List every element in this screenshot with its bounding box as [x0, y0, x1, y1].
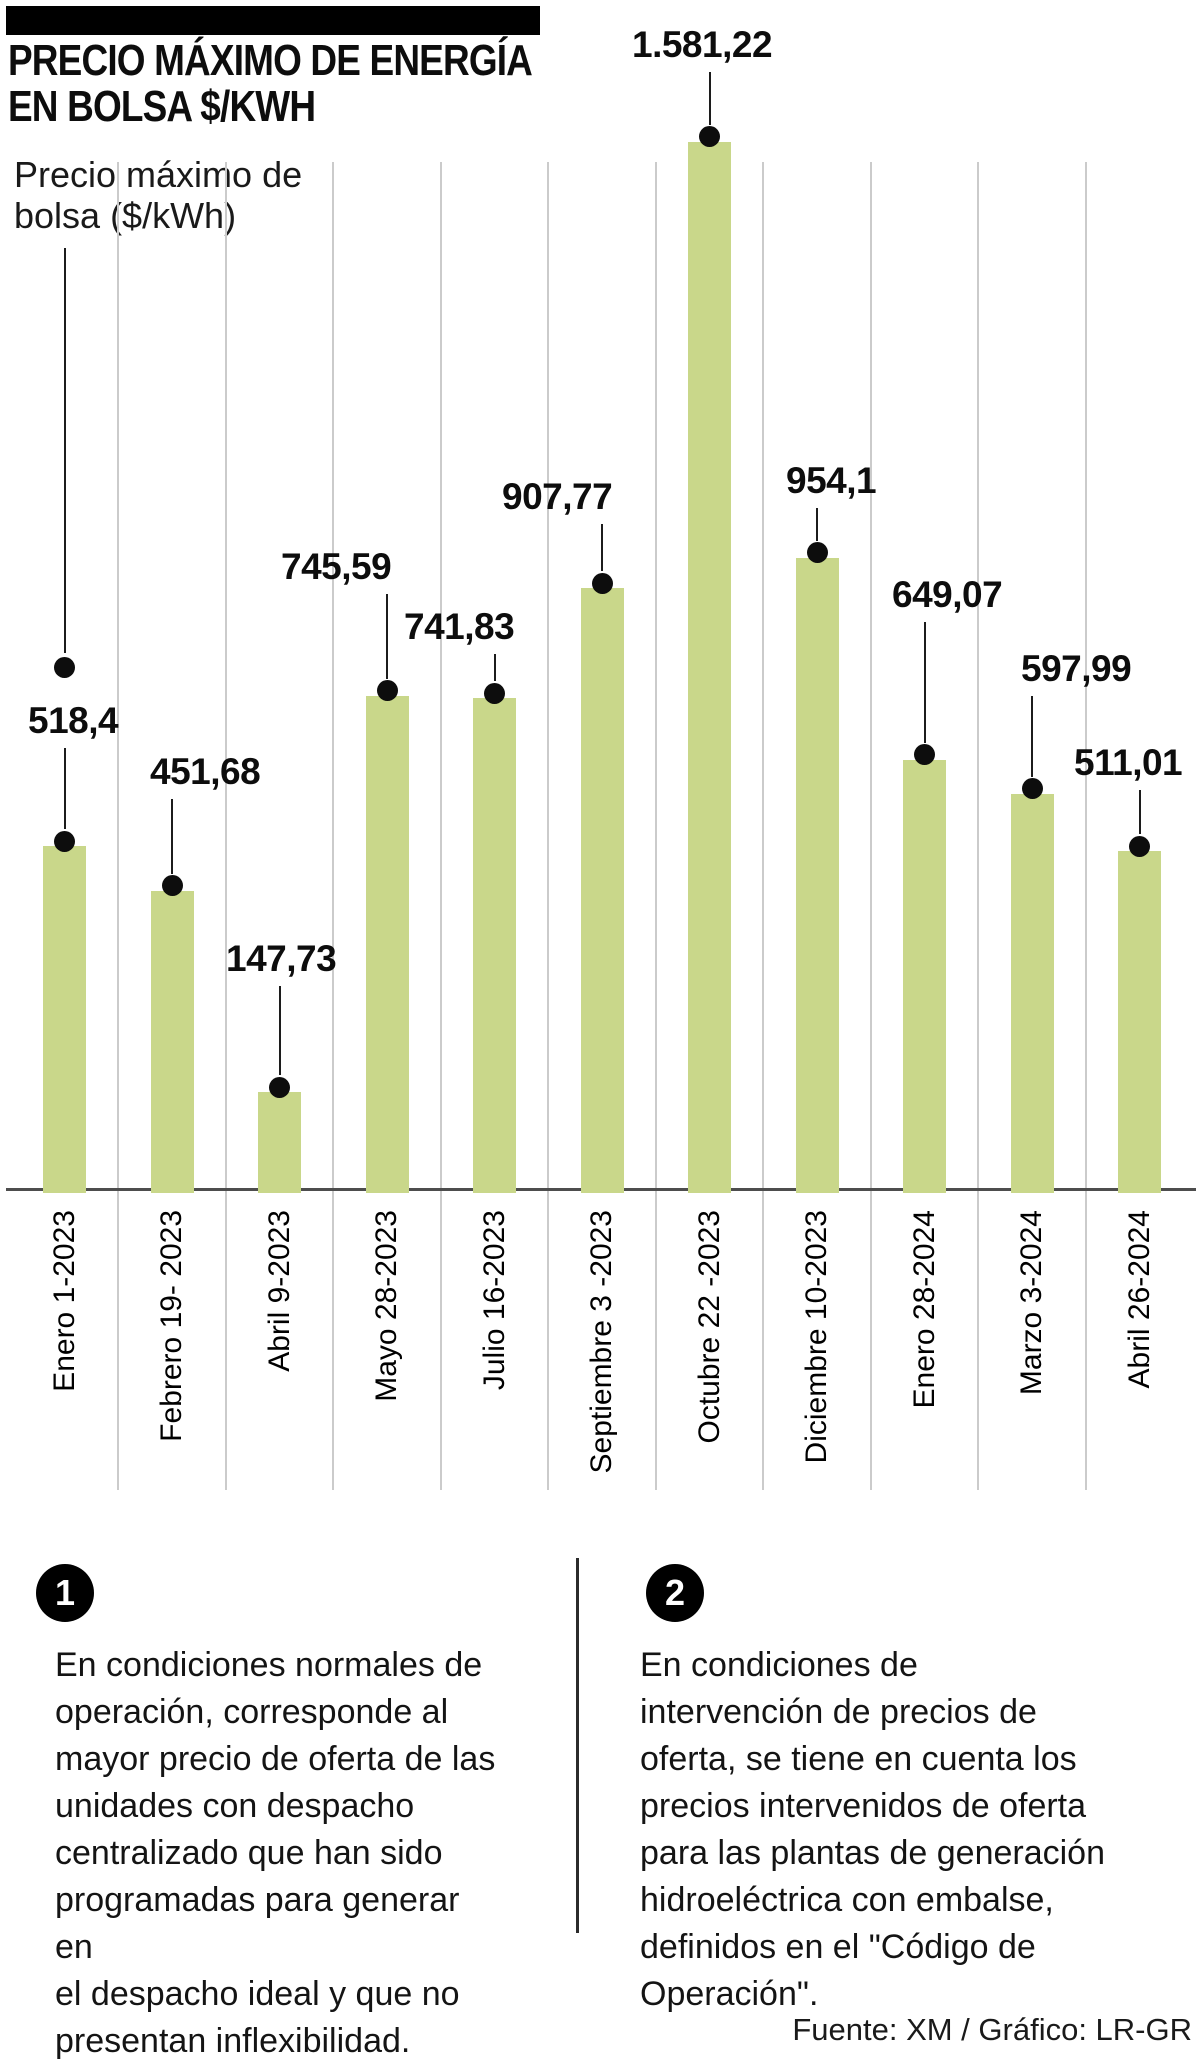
- data-point-dot: [1129, 835, 1151, 857]
- x-axis-label: Marzo 3-2024: [1015, 1210, 1049, 1396]
- data-point-dot: [376, 680, 398, 702]
- x-axis-label: Mayo 28-2023: [370, 1210, 404, 1402]
- gridline: [439, 162, 442, 1490]
- footnote-line: centralizado que han sido: [55, 1834, 443, 1872]
- value-label: 518,4: [28, 700, 119, 741]
- value-label: 907,77: [502, 476, 613, 517]
- footnote-1-text: En condiciones normales de operación, cor…: [55, 1642, 500, 2065]
- data-point-dot: [484, 682, 506, 704]
- leader-line: [923, 622, 926, 743]
- footnote-line: operación, corresponde al: [55, 1693, 449, 1731]
- footnote-line: unidades con despacho: [55, 1787, 415, 1825]
- footnote-line: el despacho ideal y que no: [55, 1975, 460, 2013]
- footnote-2-text: En condiciones de intervención de precios…: [640, 1642, 1135, 2018]
- x-axis-label: Febrero 19- 2023: [155, 1210, 189, 1442]
- footnote-line: Operación".: [640, 1975, 819, 2013]
- data-point-dot: [1021, 778, 1043, 800]
- leader-line: [278, 986, 281, 1076]
- bar: [1010, 793, 1054, 1193]
- data-point-dot: [54, 830, 76, 852]
- leader-line: [816, 508, 819, 541]
- bar: [795, 557, 839, 1193]
- bar: [473, 698, 517, 1193]
- header-accent-bar: [6, 6, 540, 35]
- value-label: 451,68: [150, 751, 261, 792]
- value-label: 1.581,22: [632, 24, 773, 65]
- footnote-2-marker: 2: [646, 1564, 704, 1622]
- bar: [688, 141, 732, 1193]
- x-axis-label: Julio 16-2023: [477, 1210, 511, 1391]
- value-label: 147,73: [226, 938, 337, 979]
- gridline: [869, 162, 872, 1490]
- data-point-dot: [914, 744, 936, 766]
- y-axis-label-line2: bolsa ($/kWh): [14, 195, 237, 236]
- value-label: 511,01: [1074, 742, 1183, 783]
- axis-label-dot: [54, 656, 76, 678]
- value-label: 954,1: [786, 460, 877, 501]
- gridline: [762, 162, 765, 1490]
- data-point-dot: [591, 572, 613, 594]
- x-axis-label: Abril 9-2023: [262, 1210, 296, 1372]
- page-title: PRECIO MÁXIMO DE ENERGÍA EN BOLSA $/KWH: [8, 36, 533, 131]
- x-axis-label: Octubre 22 -2023: [692, 1210, 726, 1444]
- gridline: [117, 162, 120, 1490]
- bar: [43, 846, 87, 1193]
- data-point-dot: [269, 1076, 291, 1098]
- gridline: [224, 162, 227, 1490]
- y-axis-label: Precio máximo de bolsa ($/kWh): [14, 154, 302, 236]
- leader-line: [601, 524, 604, 572]
- data-point-dot: [806, 542, 828, 564]
- footnote-line: precios intervenidos de oferta: [640, 1787, 1087, 1825]
- gridline: [1084, 162, 1087, 1490]
- bar: [258, 1092, 302, 1193]
- bar: [580, 588, 624, 1193]
- footnote-line: hidroeléctrica con embalse,: [640, 1881, 1054, 1919]
- footnote-1-marker: 1: [36, 1564, 94, 1622]
- page-title-line2: EN BOLSA $/KWH: [8, 82, 316, 131]
- x-axis-label: Septiembre 3 -2023: [585, 1210, 619, 1474]
- data-point-dot: [161, 875, 183, 897]
- bar: [365, 695, 409, 1193]
- x-axis-label: Diciembre 10-2023: [800, 1210, 834, 1464]
- axis-label-leader-line: [63, 248, 66, 653]
- value-label: 745,59: [281, 546, 392, 587]
- bar: [903, 759, 947, 1193]
- page-title-line1: PRECIO MÁXIMO DE ENERGÍA: [8, 36, 533, 85]
- gridline: [654, 162, 657, 1490]
- footnote-line: oferta, se tiene en cuenta los: [640, 1740, 1077, 1778]
- footnote-line: presentan inflexibilidad.: [55, 2022, 411, 2060]
- bar: [150, 890, 194, 1193]
- bar: [1118, 851, 1162, 1193]
- footnote-line: para las plantas de generación: [640, 1834, 1105, 1872]
- y-axis-label-line1: Precio máximo de: [14, 154, 303, 195]
- leader-line: [708, 72, 711, 125]
- gridline: [547, 162, 550, 1490]
- leader-line: [386, 594, 389, 679]
- gridline: [332, 162, 335, 1490]
- gridline: [977, 162, 980, 1490]
- footnote-line: definidos en el "Código de: [640, 1928, 1036, 1966]
- footnote-line: programadas para generar en: [55, 1881, 460, 1966]
- value-label: 597,99: [1021, 648, 1132, 689]
- leader-line: [1138, 790, 1141, 835]
- footnote-line: mayor precio de oferta de las: [55, 1740, 496, 1778]
- footnote-line: intervención de precios de: [640, 1693, 1037, 1731]
- source-credit: Fuente: XM / Gráfico: LR-GR: [792, 2012, 1192, 2047]
- leader-line: [171, 799, 174, 874]
- footnote-line: En condiciones de: [640, 1646, 918, 1684]
- leader-line: [1031, 696, 1034, 777]
- footnote-line: En condiciones normales de: [55, 1646, 483, 1684]
- value-label: 649,07: [892, 574, 1003, 615]
- value-label: 741,83: [404, 606, 515, 647]
- leader-line: [63, 748, 66, 830]
- leader-line: [493, 654, 496, 682]
- x-axis-label: Abril 26-2024: [1122, 1210, 1156, 1389]
- x-axis-label: Enero 1-2023: [47, 1210, 81, 1392]
- footnote-divider: [576, 1558, 579, 1933]
- x-axis-label: Enero 28-2024: [907, 1210, 941, 1409]
- data-point-dot: [699, 126, 721, 148]
